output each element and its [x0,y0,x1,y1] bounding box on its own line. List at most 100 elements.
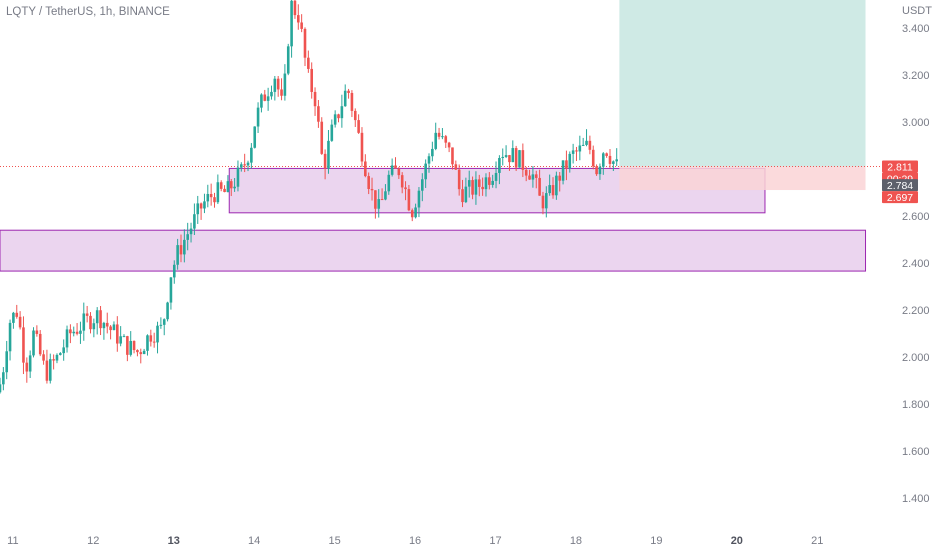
candle-body [69,329,72,334]
candle-body [92,323,96,330]
candle-body [276,78,280,90]
x-tick-label: 14 [248,535,260,547]
candle-body [266,96,270,101]
candle-body [531,174,535,180]
candle-body [360,132,364,162]
candle-body [246,162,250,166]
candle-body [162,319,166,325]
y-tick-label: 3.200 [902,70,930,82]
candle-body [112,324,116,331]
x-tick-label: 12 [87,535,99,547]
candle-body [293,0,297,16]
candle-body [42,354,45,361]
candle-body [521,150,525,170]
candle-body [568,153,572,169]
price-tag [882,160,918,173]
candle-body [199,203,203,209]
candle-body [25,362,29,372]
candle-body [286,46,290,74]
price-tag-label: 2.784 [887,180,913,192]
candle-body [595,166,598,175]
candle-body [116,324,119,344]
candle-body [330,124,334,141]
price-tag [882,191,918,204]
x-tick-label: 13 [168,535,180,547]
candle-body [189,228,193,235]
candle-body [8,322,12,352]
candle-body [421,179,424,191]
candle-body [169,277,173,303]
candle-body [45,360,49,381]
candle-body [343,90,347,107]
candle-body [142,350,146,355]
candle-body [290,0,293,47]
candle-body [454,164,458,170]
candle-body [353,110,357,121]
x-tick-label: 19 [650,535,662,547]
candle-body [591,149,595,167]
candle-body [270,91,273,97]
candle-body [488,177,491,185]
candle-body [176,245,179,265]
candle-body [414,207,417,218]
y-tick-label: 3.400 [902,23,930,35]
candle-body [303,28,307,58]
zone-lower [0,229,867,272]
candle-body [615,159,618,162]
y-tick-label: 2.200 [902,305,930,317]
price-tag-label: 2.811 [887,162,913,174]
candle-body [216,182,220,203]
x-tick-label: 18 [570,535,582,547]
candle-body [196,203,200,215]
candle-body [612,161,615,164]
candle-body [437,132,441,137]
candle-body [451,147,454,165]
candle-body [337,114,340,119]
candle-body [22,327,25,363]
candle-body [209,193,213,198]
candle-body [387,174,391,192]
candle-body [48,359,52,381]
candle-body [498,158,501,173]
candle-body [333,114,337,125]
candle-body [236,167,240,187]
candle-body [431,148,434,157]
candle-body [441,136,444,138]
y-tick-label: 3.000 [902,117,930,129]
candle-body [0,384,2,393]
candle-body [555,175,558,196]
candle-body [146,335,149,351]
y-tick-label: 1.800 [902,399,930,411]
candle-body [283,73,287,96]
candle-body [38,333,42,355]
candle-body [377,199,381,209]
candle-body [172,264,176,278]
candle-body [457,169,461,190]
x-tick-label: 11 [7,535,18,547]
candle-body [605,153,608,156]
stop-zone [619,166,866,191]
candle-body [95,310,99,324]
candle-body [588,140,592,150]
candle-body [253,126,257,148]
candle-body [12,312,15,323]
candle-body [427,156,431,164]
candle-body [32,330,35,356]
candle-body [585,140,588,145]
y-tick-label: 1.400 [902,493,930,505]
x-tick-label: 17 [489,535,501,547]
candle-body [179,245,183,255]
candle-body [474,179,478,195]
candle-body [545,193,548,209]
candle-body [156,325,159,343]
candle-body [233,186,236,189]
candle-body [240,164,243,168]
candle-body [481,186,484,190]
candle-body [317,106,320,122]
candle-body [72,331,76,334]
x-tick-label: 16 [409,535,421,547]
candle-body [397,168,401,176]
